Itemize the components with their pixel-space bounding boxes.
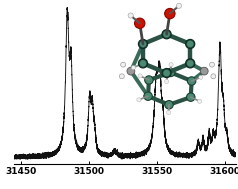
Circle shape [140,60,146,67]
Circle shape [127,67,135,75]
Circle shape [162,30,171,39]
Circle shape [144,92,152,100]
Circle shape [139,40,148,49]
Circle shape [128,13,133,18]
Circle shape [199,75,203,79]
Circle shape [162,69,171,78]
Circle shape [210,62,214,67]
Circle shape [211,74,216,79]
Circle shape [145,76,153,84]
Circle shape [187,60,193,67]
Circle shape [119,74,124,79]
Circle shape [134,18,145,29]
Circle shape [200,67,208,75]
Circle shape [163,70,170,76]
Circle shape [140,41,146,47]
Circle shape [176,3,182,8]
Circle shape [167,68,175,77]
Circle shape [137,98,141,102]
Circle shape [164,79,169,84]
Circle shape [187,93,195,101]
Circle shape [169,63,173,67]
Circle shape [138,74,142,78]
Circle shape [165,101,173,109]
Circle shape [187,41,193,47]
Circle shape [198,99,202,103]
Circle shape [186,40,195,49]
Circle shape [165,8,175,19]
Circle shape [163,31,170,37]
Circle shape [186,59,195,68]
Circle shape [131,66,135,70]
Circle shape [167,110,171,115]
Circle shape [121,62,126,67]
Circle shape [187,77,196,85]
Circle shape [139,59,148,68]
